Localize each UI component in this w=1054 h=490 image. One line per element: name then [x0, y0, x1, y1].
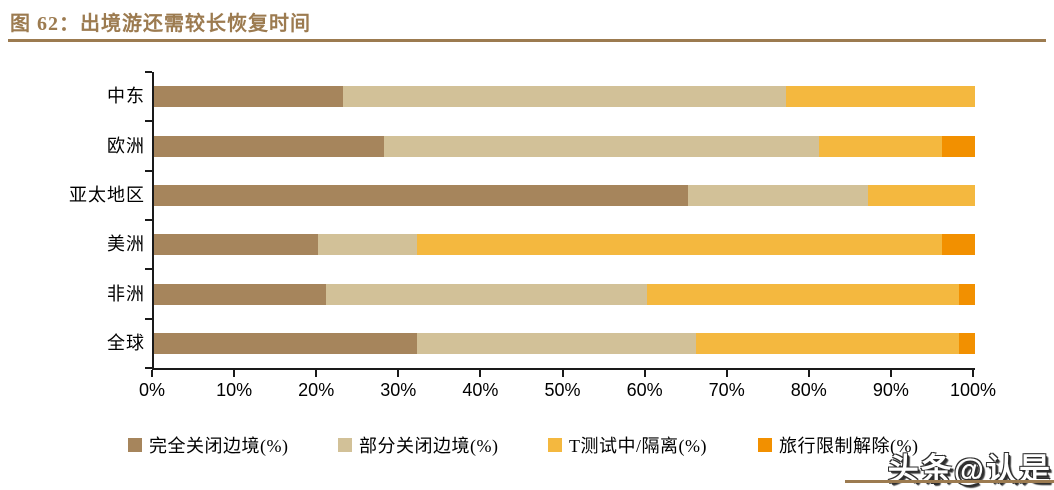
y-axis-tick	[145, 367, 152, 369]
y-axis-tick	[145, 219, 152, 221]
legend-label: 旅行限制解除(%)	[779, 436, 919, 456]
legend-label: 完全关闭边境(%)	[149, 436, 289, 456]
legend-item: 旅行限制解除(%)	[758, 432, 968, 458]
bar-segment	[318, 234, 417, 256]
y-axis-tick	[145, 268, 152, 271]
x-axis-tick	[397, 370, 400, 377]
bar-segment	[942, 234, 975, 256]
bar-segment	[154, 332, 417, 354]
chart-plot-area: 0% 10% 20% 30% 40% 50% 60% 70% 80% 90% 100% 中东欧洲亚太地…	[69, 71, 997, 400]
y-axis-tick	[145, 120, 152, 123]
bar-segment	[687, 184, 869, 206]
x-axis-tick	[315, 370, 318, 377]
bar-row	[154, 332, 975, 354]
x-axis-tick-label: 30%	[380, 380, 417, 400]
bar-row	[154, 283, 975, 305]
bottom-divider-rule	[845, 480, 1054, 483]
category-label: 非洲	[107, 283, 145, 304]
category-label: 欧洲	[107, 135, 145, 156]
y-axis-tick	[145, 317, 152, 320]
x-axis-tick	[807, 370, 810, 377]
x-axis-tick	[233, 370, 236, 377]
x-axis-tick-label: 100%	[949, 380, 997, 400]
category-label: 亚太地区	[69, 184, 145, 205]
y-axis-tick	[145, 71, 152, 73]
x-axis-tick	[972, 370, 974, 377]
bar-segment	[154, 184, 688, 206]
x-axis-tick-label: 10%	[216, 380, 253, 400]
legend-item: 部分关闭边境(%)	[338, 432, 548, 458]
y-axis-tick	[145, 169, 152, 172]
bar-segment	[383, 135, 819, 157]
x-axis-tick-label: 70%	[708, 380, 745, 400]
legend-label: T测试中/隔离(%)	[569, 436, 707, 456]
bar-row	[154, 86, 975, 108]
bar-segment	[154, 234, 319, 256]
category-label: 中东	[107, 86, 145, 107]
legend-item: T测试中/隔离(%)	[548, 432, 758, 458]
bar-segment	[326, 283, 647, 305]
legend-swatch	[128, 438, 142, 452]
x-axis-tick	[889, 370, 892, 377]
x-axis-tick-label: 60%	[626, 380, 663, 400]
x-axis-tick-label: 80%	[790, 380, 827, 400]
category-label: 美洲	[107, 234, 145, 255]
figure-title: 图 62：出境游还需较长恢复时间	[10, 13, 311, 35]
bar-segment	[958, 283, 975, 305]
bar-segment	[154, 135, 384, 157]
x-axis-tick-label: 0%	[138, 380, 165, 400]
bar-segment	[154, 283, 327, 305]
legend-swatch	[548, 438, 562, 452]
y-axis-line	[152, 72, 154, 368]
x-axis-tick-label: 40%	[462, 380, 499, 400]
bar-segment	[342, 86, 787, 108]
x-axis-tick	[479, 370, 482, 377]
x-axis-tick-label: 20%	[298, 380, 335, 400]
legend-swatch	[758, 438, 772, 452]
bar-segment	[695, 332, 959, 354]
x-axis-tick	[151, 370, 153, 377]
bar-segment	[646, 283, 959, 305]
x-axis-tick-label: 50%	[544, 380, 581, 400]
bar-segment	[942, 135, 975, 157]
bar-row	[154, 135, 975, 157]
x-axis-tick-label: 90%	[872, 380, 909, 400]
bar-segment	[958, 332, 975, 354]
legend-swatch	[338, 438, 352, 452]
bar-segment	[416, 332, 696, 354]
x-axis-tick	[561, 370, 564, 377]
x-axis-tick	[643, 370, 646, 377]
chart-legend: 完全关闭边境(%) 部分关闭边境(%) T测试中/隔离(%) 旅行限制解除(%)	[128, 432, 968, 458]
legend-label: 部分关闭边境(%)	[359, 436, 499, 456]
bar-segment	[819, 135, 943, 157]
category-label: 全球	[107, 332, 145, 353]
bar-segment	[154, 86, 343, 108]
bar-segment	[786, 86, 975, 108]
bar-row	[154, 234, 975, 256]
x-axis-tick	[725, 370, 728, 377]
x-axis-line	[152, 368, 975, 370]
bar-row	[154, 184, 975, 206]
bar-segment	[416, 234, 943, 256]
title-underline-rule	[8, 39, 1046, 42]
bar-segment	[868, 184, 975, 206]
legend-item: 完全关闭边境(%)	[128, 432, 338, 458]
